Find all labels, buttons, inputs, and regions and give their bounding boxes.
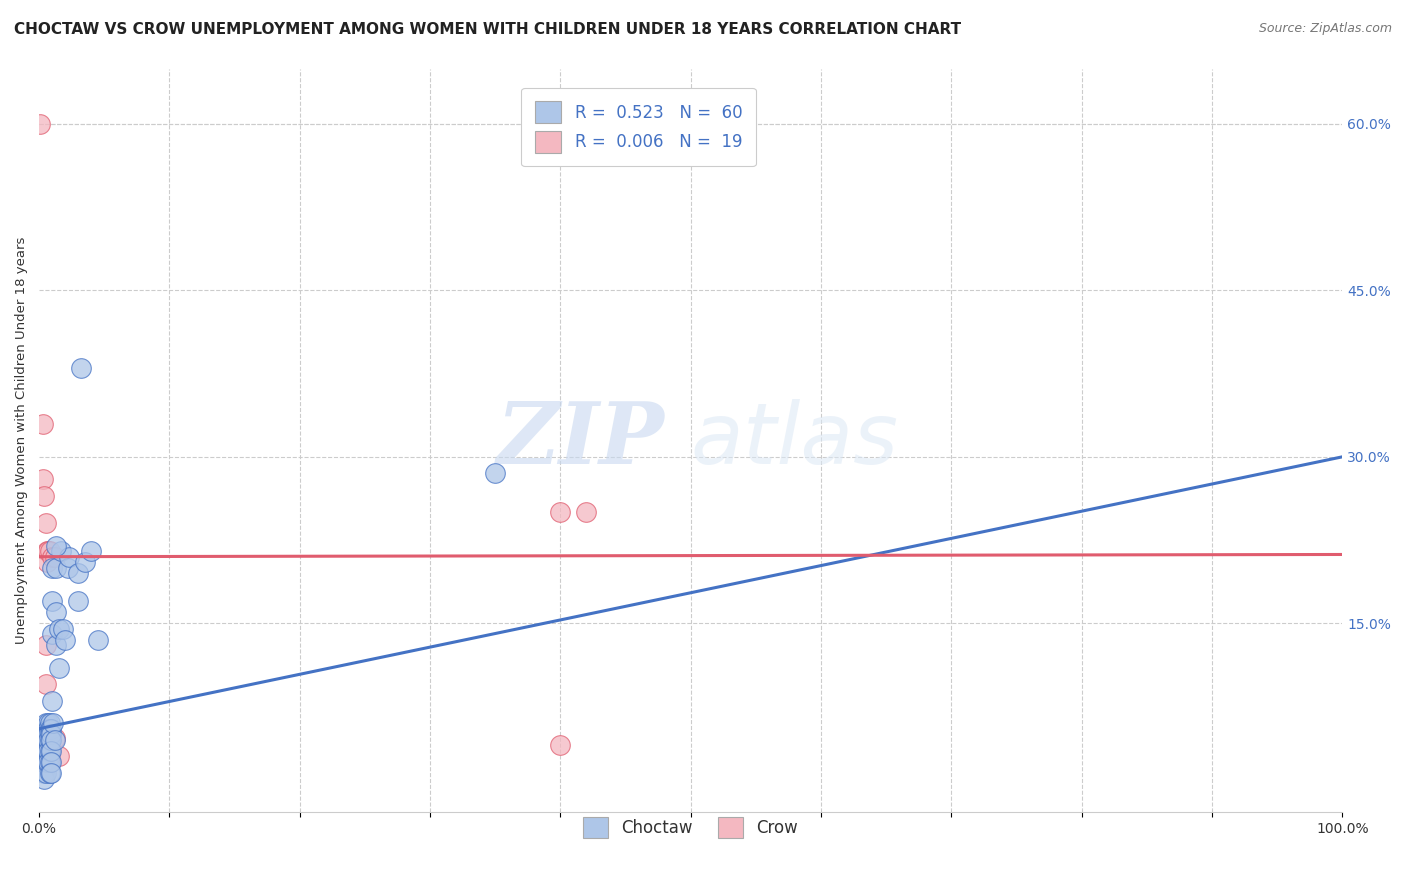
Text: atlas: atlas (690, 399, 898, 482)
Point (34, 677, 56, 691)
Point (37, 544, 59, 558)
Y-axis label: Unemployment Among Women with Children Under 18 years: Unemployment Among Women with Children U… (15, 236, 28, 644)
Point (34, 755, 56, 769)
Point (39, 755, 62, 769)
Point (37, 755, 59, 769)
Point (34, 716, 56, 731)
Point (69, 361, 91, 376)
Point (41, 549, 63, 564)
Point (34, 744, 56, 758)
Point (44, 731, 66, 745)
Point (73, 555, 96, 569)
Point (35, 727, 58, 741)
Point (37, 716, 59, 731)
Point (45, 561, 67, 575)
Point (38, 716, 60, 731)
Point (38, 766, 60, 780)
Point (67, 594, 90, 608)
Point (39, 744, 62, 758)
Point (48, 622, 70, 636)
Point (35, 732, 58, 747)
Legend: Choctaw, Crow: Choctaw, Crow (576, 811, 804, 845)
Point (32, 739, 55, 753)
Point (38, 722, 60, 736)
Point (38, 749, 60, 764)
Point (484, 467, 506, 481)
Point (38, 727, 60, 741)
Point (44, 549, 66, 564)
Point (575, 505, 598, 519)
Point (34, 755, 56, 769)
Point (32, 472, 55, 486)
Point (41, 561, 63, 575)
Point (48, 660, 70, 674)
Point (37, 722, 59, 736)
Point (34, 772, 56, 786)
Point (35, 555, 58, 569)
Point (39, 722, 62, 736)
Point (38, 744, 60, 758)
Point (58, 549, 80, 564)
Point (39, 727, 62, 741)
Point (38, 732, 60, 747)
Point (550, 739, 572, 753)
Point (38, 544, 60, 558)
Point (39, 766, 62, 780)
Point (41, 694, 63, 708)
Point (34, 766, 56, 780)
Point (67, 566, 90, 581)
Point (44, 732, 66, 747)
Point (45, 539, 67, 553)
Point (80, 544, 103, 558)
Point (37, 744, 59, 758)
Point (41, 594, 63, 608)
Point (56, 561, 79, 575)
Point (34, 766, 56, 780)
Point (32, 417, 55, 431)
Point (53, 632, 76, 647)
Point (48, 749, 70, 764)
Point (38, 755, 60, 769)
Text: CHOCTAW VS CROW UNEMPLOYMENT AMONG WOMEN WITH CHILDREN UNDER 18 YEARS CORRELATIO: CHOCTAW VS CROW UNEMPLOYMENT AMONG WOMEN… (14, 22, 962, 37)
Point (37, 727, 59, 741)
Point (35, 755, 58, 769)
Point (34, 727, 56, 741)
Point (35, 544, 58, 558)
Point (30, 117, 52, 131)
Point (34, 639, 56, 653)
Point (52, 622, 75, 636)
Point (34, 489, 56, 503)
Point (34, 732, 56, 747)
Point (42, 716, 65, 731)
Point (31, 722, 53, 736)
Point (35, 722, 58, 736)
Point (32, 749, 55, 764)
Point (35, 744, 58, 758)
Point (45, 639, 67, 653)
Point (87, 632, 110, 647)
Point (39, 732, 62, 747)
Text: Source: ZipAtlas.com: Source: ZipAtlas.com (1258, 22, 1392, 36)
Point (51, 544, 73, 558)
Point (37, 732, 59, 747)
Point (34, 516, 56, 531)
Text: ZIP: ZIP (496, 399, 665, 482)
Point (45, 605, 67, 619)
Point (41, 627, 63, 641)
Point (550, 505, 572, 519)
